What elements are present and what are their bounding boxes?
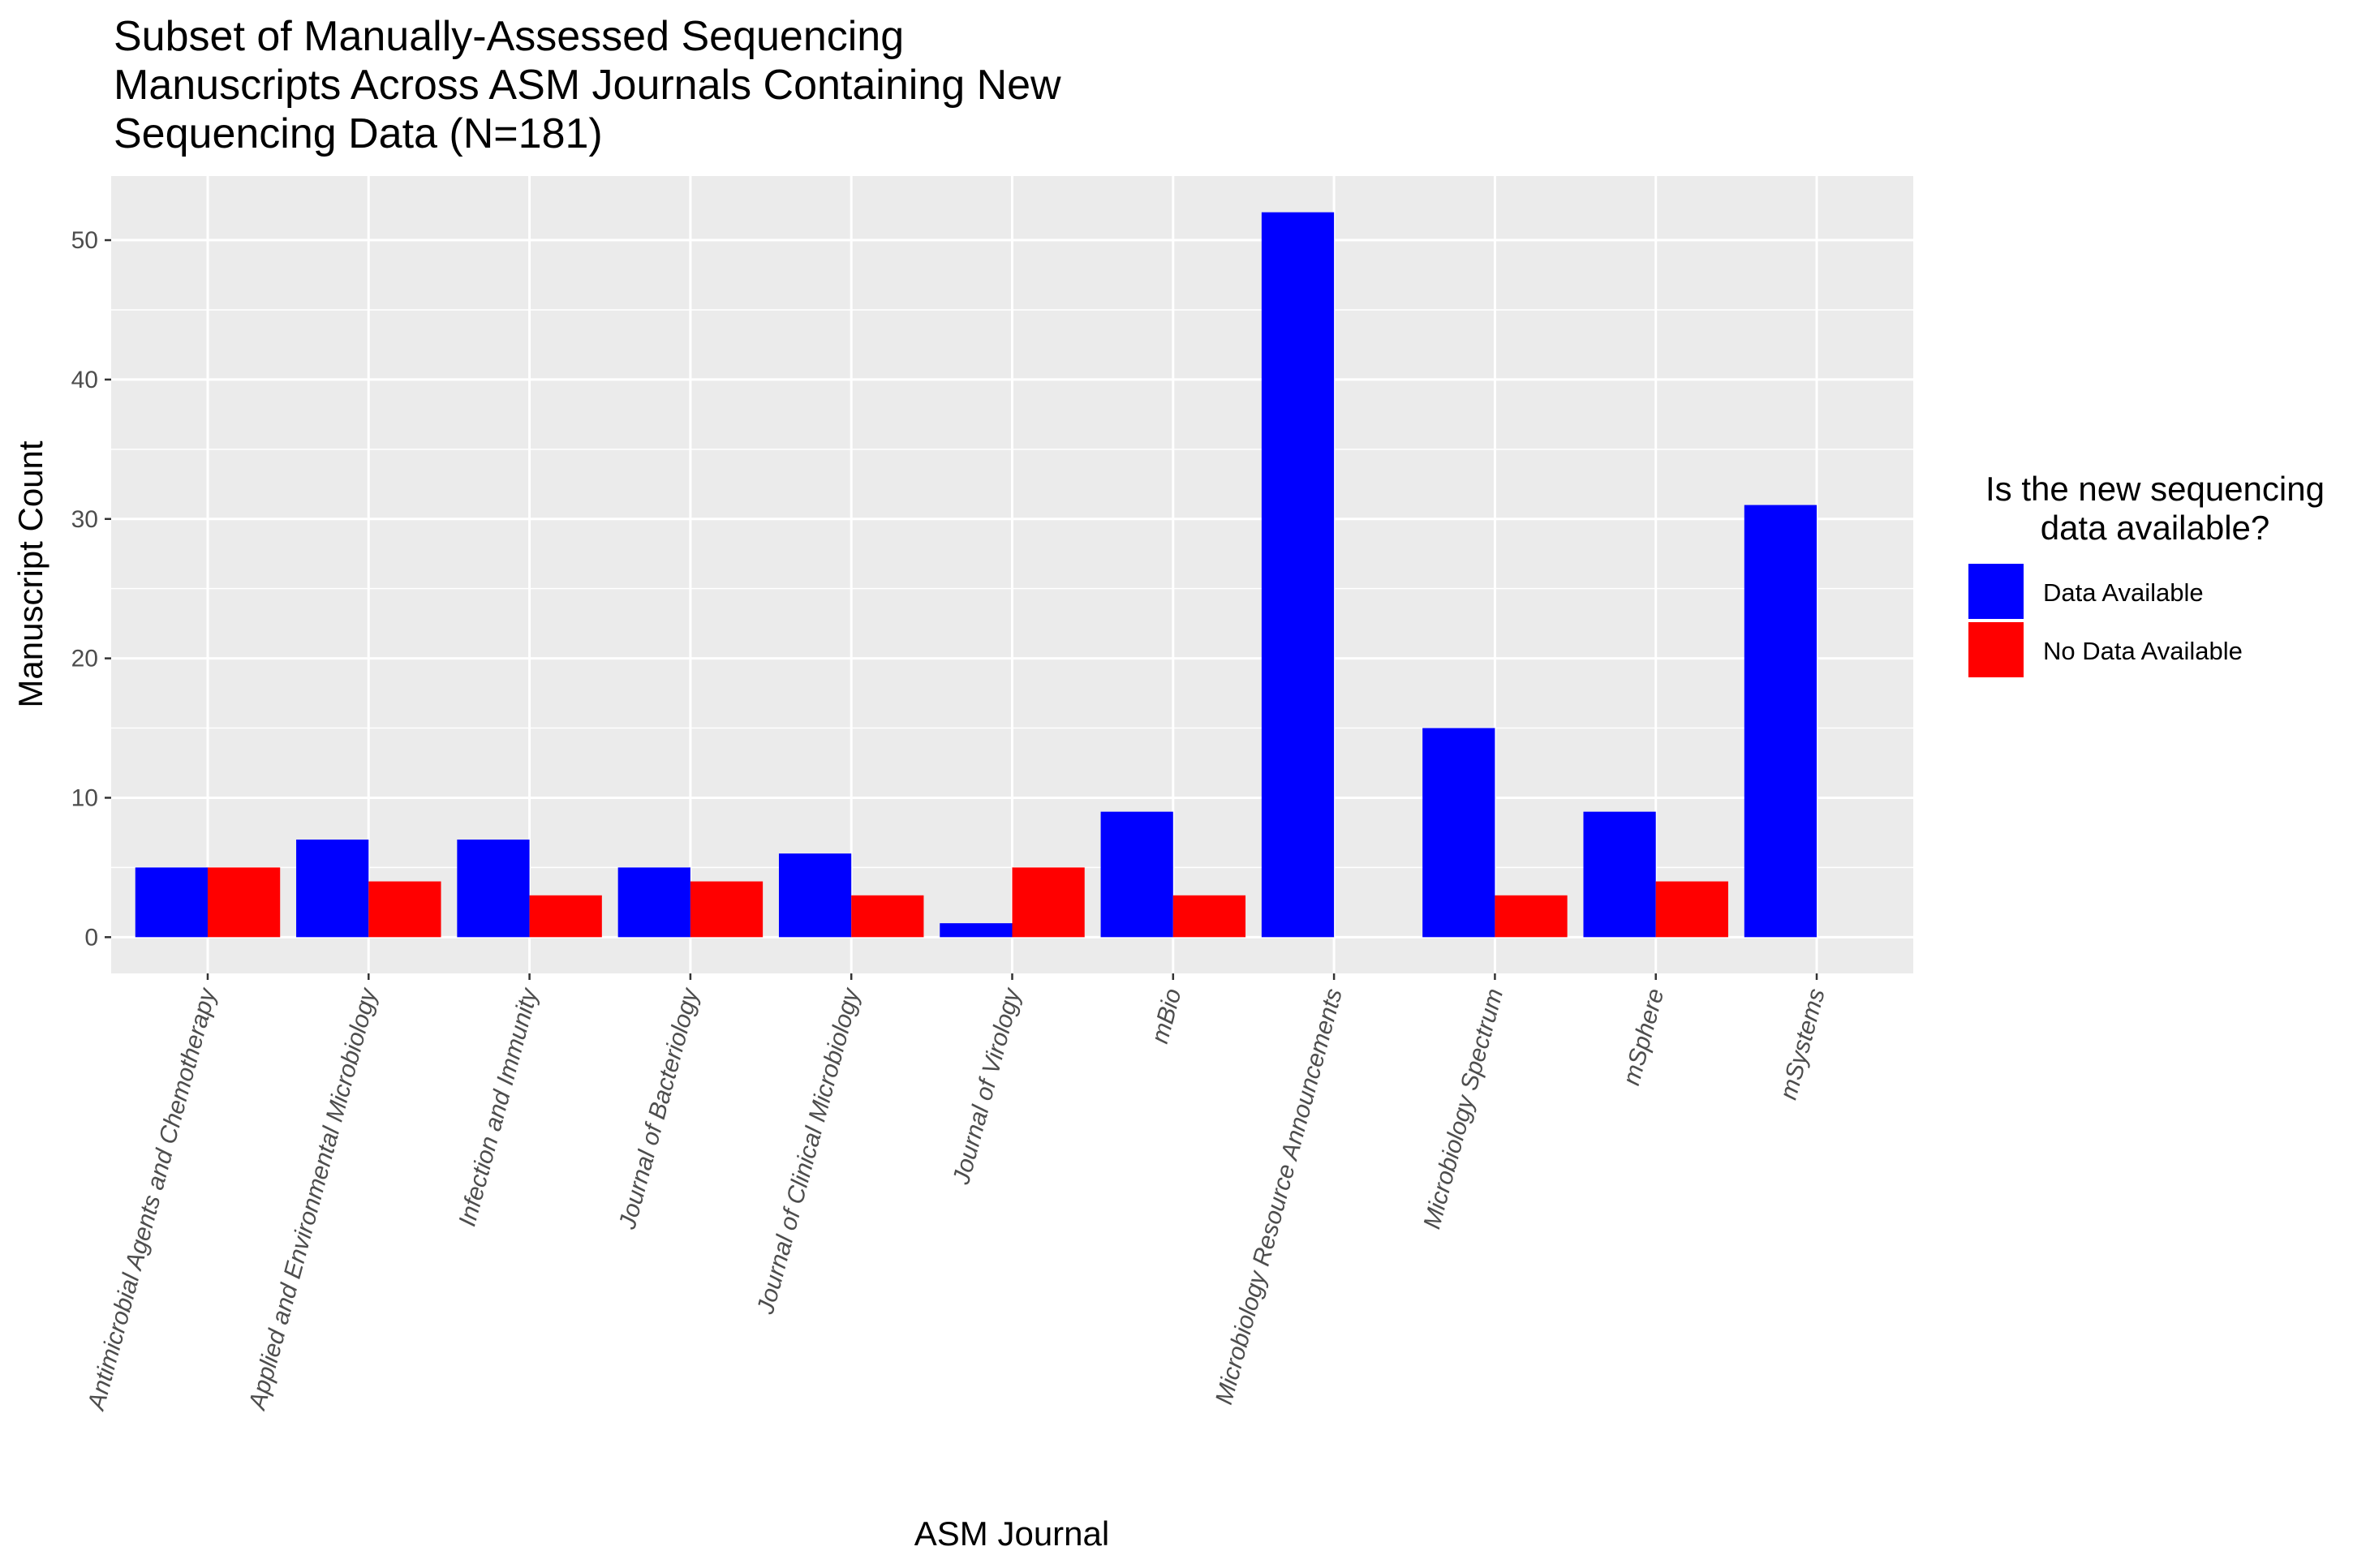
bar-data-available [457,840,530,938]
x-tick-label: Journal of Bacteriology [614,984,705,1232]
y-tick-label: 50 [71,227,98,254]
x-tick-label: Journal of Clinical Microbiology [752,984,866,1317]
x-tick-label: Microbiology Resource Announcements [1211,986,1348,1407]
bar-no-data-available [1495,895,1568,938]
legend-key-data-available [1968,564,2024,619]
x-tick-label: Microbiology Spectrum [1418,986,1508,1231]
legend-title-line-1: Is the new sequencing [1985,470,2325,508]
chart-title-line-1: Subset of Manually-Assessed Sequencing [114,13,904,60]
bar-data-available [296,840,369,938]
bar-no-data-available [1172,895,1246,938]
chart-title-line-3: Sequencing Data (N=181) [114,110,603,157]
bar-no-data-available [690,881,764,938]
bar-data-available [778,853,852,938]
bar-data-available [940,923,1013,938]
y-tick-label: 40 [71,367,98,393]
legend-title-line-2: data available? [2041,509,2270,547]
x-tick-label: Antimicrobial Agents and Chemotherapy [83,984,222,1414]
bar-data-available [1261,212,1335,938]
bar-no-data-available [1012,867,1085,938]
legend-key-no-data-available [1968,622,2024,677]
chart-title-line-2: Manuscripts Across ASM Journals Containi… [114,62,1061,109]
bar-no-data-available [368,881,441,938]
bar-data-available [1422,728,1495,938]
bar-no-data-available [207,867,281,938]
legend: Is the new sequencing data available? Da… [1968,470,2325,677]
legend-label-no-data-available: No Data Available [2043,637,2243,665]
bar-no-data-available [1655,881,1728,938]
y-tick-label: 30 [71,506,98,533]
x-tick-label: mSphere [1618,986,1669,1088]
y-tick-label: 20 [71,646,98,672]
bar-data-available [617,867,690,938]
x-tick-label: Infection and Immunity [454,984,544,1229]
bar-data-available [1583,811,1656,938]
bars-group [135,212,1818,938]
bar-no-data-available [529,895,602,938]
legend-label-data-available: Data Available [2043,578,2204,607]
bar-data-available [135,867,208,938]
y-axis-title: Manuscript Count [11,440,49,707]
x-axis: Antimicrobial Agents and Chemotherapy App… [83,973,1830,1414]
y-tick-label: 0 [84,924,98,951]
bar-data-available [1744,505,1818,938]
y-tick-label: 10 [71,784,98,811]
x-tick-label: Journal of Virology [948,984,1026,1188]
x-axis-title: ASM Journal [914,1514,1109,1553]
bar-data-available [1100,811,1173,938]
x-tick-label: mSystems [1775,986,1830,1102]
bar-no-data-available [851,895,924,938]
y-axis: 0 10 20 30 40 50 [71,227,111,951]
x-tick-label: mBio [1146,986,1187,1046]
x-tick-label: Applied and Environmental Microbiology [243,984,382,1413]
